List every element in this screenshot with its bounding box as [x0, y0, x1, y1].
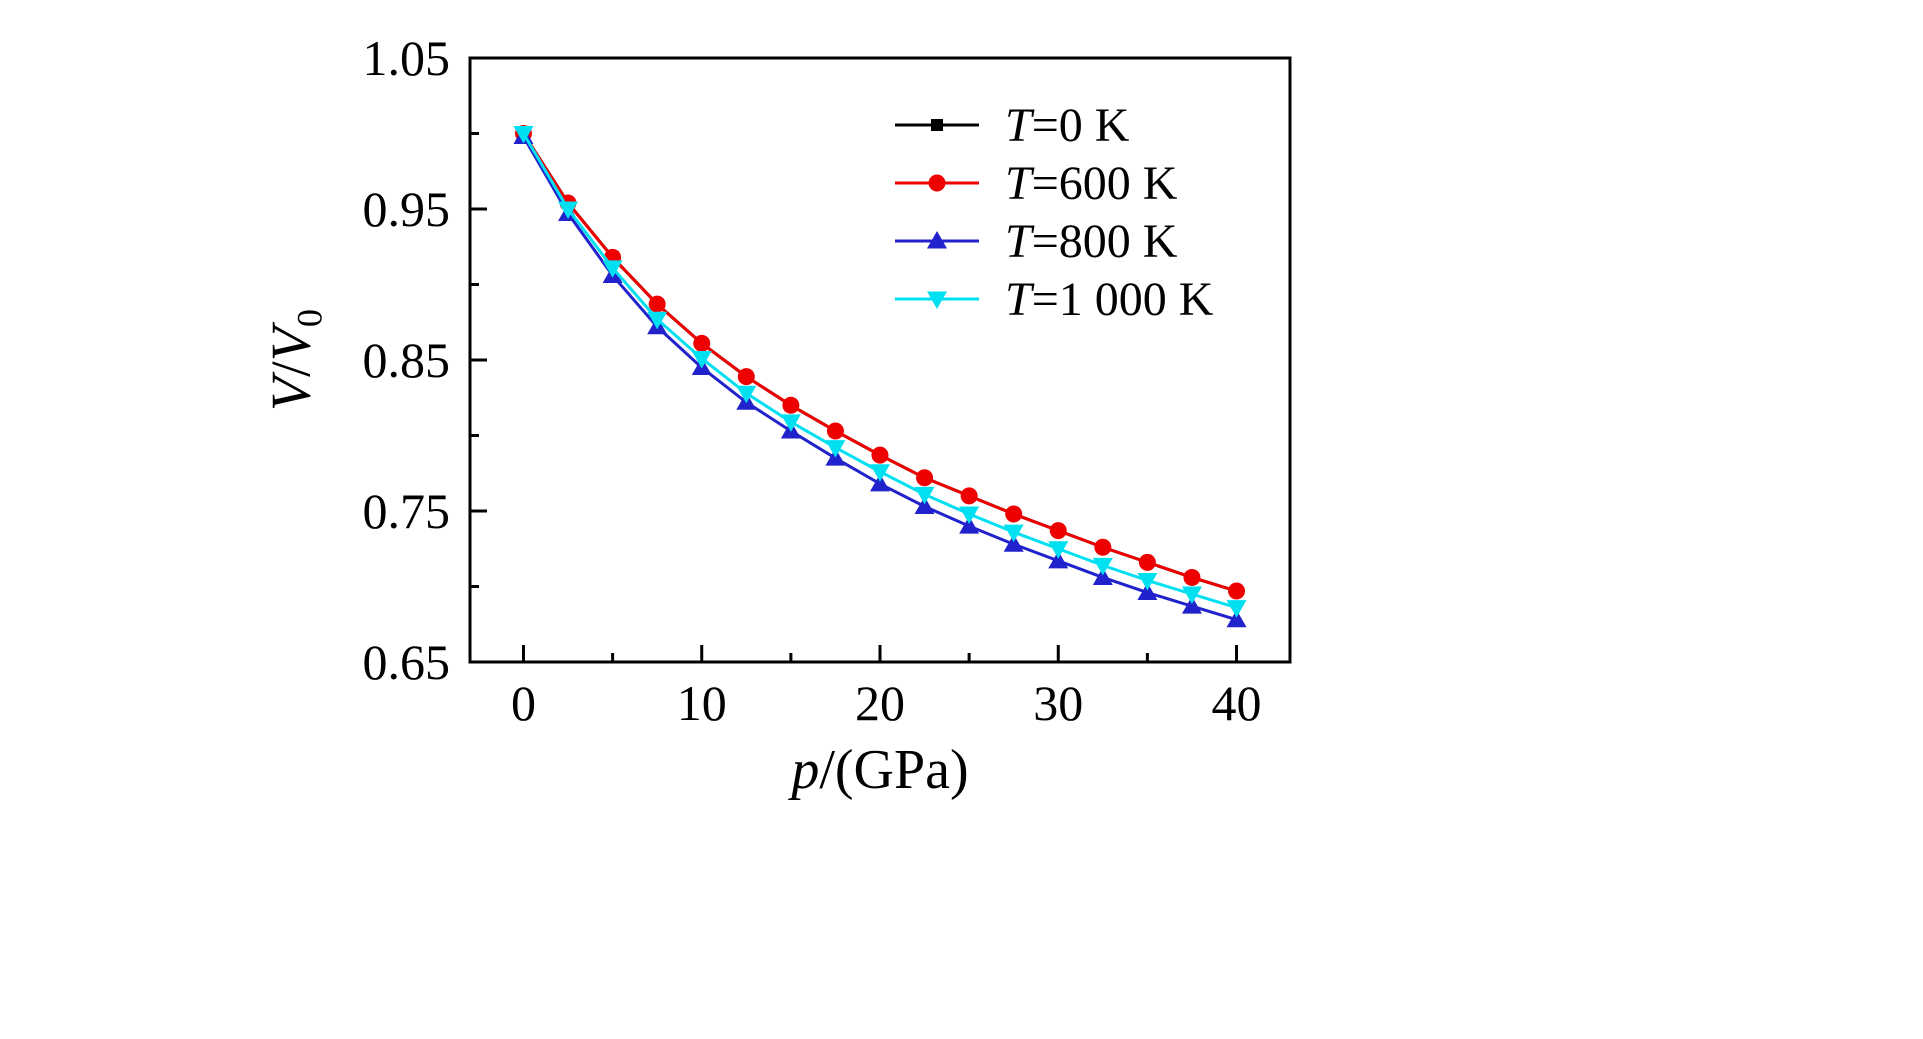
marker-triangle-down	[1226, 600, 1247, 618]
marker-triangle-down	[825, 440, 846, 458]
x-axis-label: p/(GPa)	[791, 738, 968, 802]
y-tick-label: 0.95	[363, 181, 451, 237]
x-tick-label: 20	[855, 675, 905, 731]
legend-label: T=800 K	[1005, 214, 1178, 268]
y-tick-label: 1.05	[363, 30, 451, 86]
y-axis-label: V/V0	[259, 309, 330, 411]
legend: T=0 K T=600 K T=800 K T=1 000 K	[893, 96, 1213, 328]
y-axis-label-subscript: 0	[289, 308, 330, 328]
y-tick-label: 0.65	[363, 634, 451, 690]
marker-square	[931, 119, 943, 131]
legend-item: T=1 000 K	[893, 270, 1213, 328]
marker-triangle-down	[647, 311, 668, 330]
marker-triangle-down	[870, 464, 890, 482]
x-axis-label-unit: /(GPa)	[819, 739, 969, 801]
marker-triangle-down	[914, 486, 935, 505]
legend-label-symbol: T	[1005, 98, 1032, 152]
legend-label-symbol: T	[1005, 272, 1032, 326]
marker-triangle-down	[959, 506, 980, 525]
marker-triangle-down	[691, 350, 712, 369]
marker-circle	[782, 396, 800, 414]
marker-triangle-up	[1048, 550, 1069, 569]
legend-triangle-up-icon	[895, 231, 979, 249]
marker-triangle-up	[927, 231, 947, 249]
marker-circle	[1183, 568, 1201, 586]
marker-triangle-down	[1137, 572, 1158, 591]
marker-triangle-down	[780, 414, 801, 432]
marker-triangle-up	[870, 473, 890, 492]
legend-label-symbol: T	[1005, 156, 1032, 210]
legend-item: T=800 K	[893, 212, 1213, 270]
x-axis-label-symbol: p	[791, 739, 820, 801]
marker-triangle-down	[558, 201, 579, 219]
marker-triangle-down	[1181, 586, 1202, 605]
marker-circle	[1094, 538, 1112, 556]
marker-triangle-down	[1048, 541, 1069, 559]
series-2	[513, 126, 1247, 628]
marker-circle	[871, 446, 889, 464]
marker-triangle-up	[1226, 609, 1247, 628]
marker-triangle-down	[602, 260, 623, 278]
series-3	[513, 126, 1247, 618]
marker-circle	[928, 174, 946, 192]
x-tick-label: 0	[511, 675, 536, 731]
legend-label: T=0 K	[1005, 98, 1130, 152]
marker-circle	[1005, 505, 1023, 523]
marker-circle	[960, 487, 978, 505]
legend-label: T=1 000 K	[1005, 272, 1214, 326]
marker-circle	[648, 295, 666, 313]
y-axis-label-numerator: V	[260, 376, 323, 412]
marker-circle	[826, 422, 844, 440]
marker-circle	[916, 469, 934, 487]
marker-triangle-up	[959, 516, 980, 534]
y-axis-label-denominator: V	[260, 327, 323, 362]
marker-triangle-up	[1003, 534, 1024, 552]
x-tick-label: 40	[1212, 675, 1262, 731]
marker-triangle-up	[1137, 582, 1158, 601]
marker-circle	[1049, 522, 1067, 540]
legend-circle-icon	[895, 174, 979, 192]
marker-triangle-down	[513, 126, 534, 144]
marker-circle	[1228, 582, 1246, 600]
legend-label-symbol: T	[1005, 214, 1032, 268]
marker-triangle-down	[1003, 524, 1024, 543]
legend-label: T=600 K	[1005, 156, 1178, 210]
marker-circle	[693, 334, 711, 352]
y-axis-label-slash: /	[260, 361, 323, 377]
marker-triangle-up	[1092, 567, 1113, 585]
marker-triangle-up	[1181, 596, 1202, 614]
marker-triangle-up	[914, 496, 935, 514]
legend-item: T=600 K	[893, 154, 1213, 212]
marker-triangle-down	[736, 385, 757, 404]
x-tick-label: 10	[677, 675, 727, 731]
x-tick-label: 30	[1033, 675, 1083, 731]
marker-circle	[737, 368, 755, 386]
legend-square-icon	[895, 119, 979, 131]
legend-item: T=0 K	[893, 96, 1213, 154]
y-tick-label: 0.85	[363, 332, 451, 388]
marker-triangle-down	[1092, 557, 1113, 576]
marker-triangle-down	[927, 291, 947, 309]
legend-triangle-down-icon	[895, 291, 979, 309]
marker-circle	[1138, 553, 1156, 571]
y-tick-label: 0.75	[363, 483, 451, 539]
